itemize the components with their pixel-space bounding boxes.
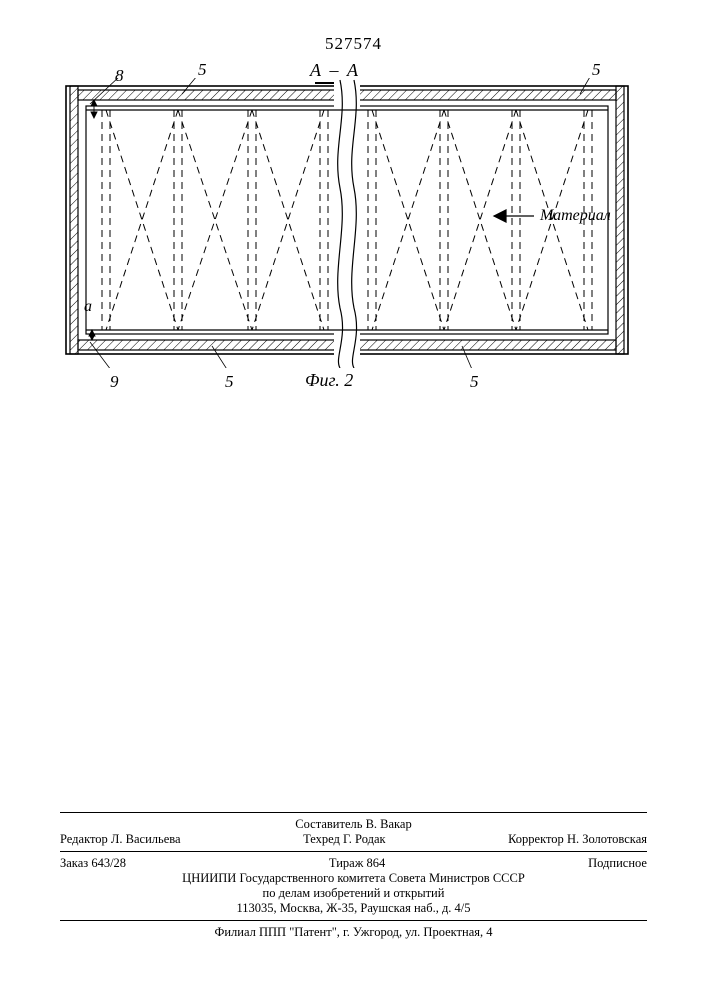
techred-label: Техред [303, 832, 340, 846]
podpisnoe-cell: Подписное [588, 856, 647, 871]
order-label: Заказ [60, 856, 88, 870]
footer-rule-1 [60, 812, 647, 813]
callout-5-top-right: 5 [592, 60, 601, 80]
order-value: 643/28 [91, 856, 126, 870]
editor-label: Редактор [60, 832, 108, 846]
footer-rule-2 [60, 851, 647, 852]
figure-svg: Материал [62, 78, 632, 368]
callout-5-top-mid: 5 [198, 60, 207, 80]
techred-name: Г. Родак [343, 832, 386, 846]
corrector-cell: Корректор Н. Золотовская [508, 832, 647, 847]
editor-cell: Редактор Л. Васильева [60, 832, 181, 847]
corrector-name: Н. Золотовская [567, 832, 647, 846]
techred-cell: Техред Г. Родак [303, 832, 386, 847]
footer-block: Составитель В. Вакар Редактор Л. Василье… [60, 808, 647, 940]
tirazh-label: Тираж [329, 856, 363, 870]
editor-name: Л. Васильева [111, 832, 181, 846]
org-line2: по делам изобретений и открытий [60, 886, 647, 901]
callout-5-bottom-right: 5 [470, 372, 479, 392]
compiler-line: Составитель В. Вакар [60, 817, 647, 832]
org-address: 113035, Москва, Ж-35, Раушская наб., д. … [60, 901, 647, 916]
figure-2: Материал [62, 78, 632, 368]
corrector-label: Корректор [508, 832, 564, 846]
compiler-name: В. Вакар [366, 817, 412, 831]
tirazh-cell: Тираж 864 [329, 856, 385, 871]
org-line1: ЦНИИПИ Государственного комитета Совета … [60, 871, 647, 886]
callout-9: 9 [110, 372, 119, 392]
footer-rule-3 [60, 920, 647, 921]
credits-row: Редактор Л. Васильева Техред Г. Родак Ко… [60, 832, 647, 847]
material-label: Материал [539, 207, 611, 224]
patent-number: 527574 [0, 34, 707, 54]
branch-line: Филиал ППП "Патент", г. Ужгород, ул. Про… [60, 925, 647, 940]
figure-caption: Фиг. 2 [305, 370, 353, 391]
order-row: Заказ 643/28 Тираж 864 Подписное [60, 856, 647, 871]
page-root: 527574 А – А 8 5 5 9 5 5 а Фиг. 2 [0, 0, 707, 1000]
callout-5-bottom-mid: 5 [225, 372, 234, 392]
order-cell: Заказ 643/28 [60, 856, 126, 871]
compiler-label: Составитель [295, 817, 362, 831]
tirazh-value: 864 [367, 856, 386, 870]
